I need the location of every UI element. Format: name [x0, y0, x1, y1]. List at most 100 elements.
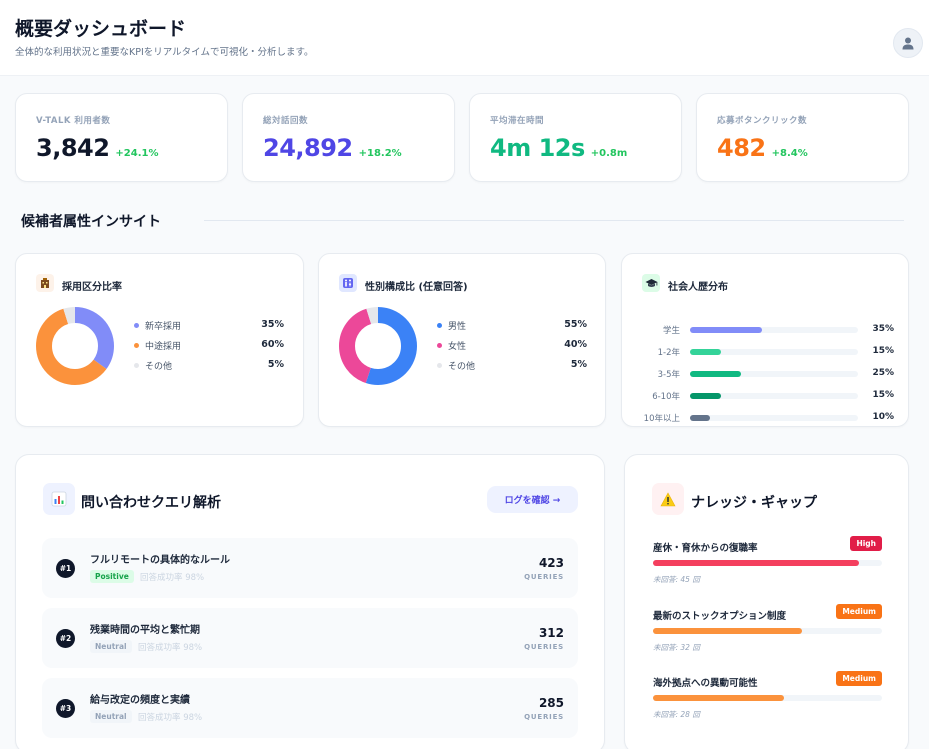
- bar-label: 3-5年: [657, 370, 680, 380]
- bar-value: 10%: [872, 412, 894, 422]
- card-title: 性別構成比 (任意回答): [365, 282, 468, 293]
- success-rate: 回答成功率 98%: [140, 573, 205, 583]
- query-count: 285: [538, 696, 564, 710]
- gap-track: [653, 695, 882, 701]
- hiring-type-card: 採用区分比率 新卒採用 35% 中途採用 60% その他 5%: [15, 253, 304, 427]
- legend-value: 55%: [564, 319, 587, 330]
- query-rank: #3: [56, 699, 75, 718]
- legend-dot: [437, 323, 442, 328]
- gap-title: 産休・育休からの復職率: [653, 543, 758, 554]
- bar-label: 6-10年: [652, 392, 680, 402]
- legend-dot: [437, 363, 442, 368]
- career-bar-6-10-years: 6-10年 15%: [642, 389, 894, 403]
- gap-title: 海外拠点への異動可能性: [653, 678, 758, 689]
- building-icon: [36, 274, 54, 292]
- legend-label: 女性: [448, 342, 467, 352]
- hiring-donut-chart: [36, 307, 114, 385]
- kpi-label: 総対話回数: [263, 116, 309, 126]
- gender-slice-1: [339, 307, 417, 385]
- view-logs-button[interactable]: ログを確認 →: [487, 486, 578, 513]
- page-header: 概要ダッシュボード 全体的な利用状況と重要なKPIをリアルタイムで可視化・分析し…: [0, 0, 929, 76]
- unanswered-count: 未回答: 28 回: [653, 710, 700, 719]
- query-rank: #2: [56, 629, 75, 648]
- success-rate: 回答成功率 98%: [138, 713, 203, 723]
- legend-label: その他: [448, 362, 476, 372]
- bar-track: [690, 415, 858, 421]
- gender-slice-2: [339, 307, 417, 385]
- query-unit: QUERIES: [524, 713, 564, 721]
- gap-fill: [653, 695, 784, 701]
- kpi-card-apply-clicks: 応募ボタンクリック数 482 +8.4%: [696, 93, 909, 182]
- card-title: 社会人歴分布: [668, 282, 728, 293]
- legend-label: その他: [145, 362, 173, 372]
- card-title: ナレッジ・ギャップ: [691, 495, 817, 511]
- user-avatar-button[interactable]: [893, 28, 923, 58]
- unanswered-count: 未回答: 32 回: [653, 643, 700, 652]
- knowledge-gap-item[interactable]: 海外拠点への異動可能性 Medium 未回答: 28 回: [653, 671, 882, 731]
- bar-fill: [690, 327, 762, 333]
- legend-label: 新卒採用: [145, 322, 182, 332]
- warning-icon: [652, 483, 684, 515]
- query-analysis-card: 問い合わせクエリ解析 ログを確認 → #1 フルリモートの具体的なルール Pos…: [15, 454, 605, 749]
- query-item[interactable]: #1 フルリモートの具体的なルール Positive 回答成功率 98% 423…: [42, 538, 578, 598]
- kpi-delta: +18.2%: [358, 148, 402, 159]
- query-title: 残業時間の平均と繁忙期: [90, 625, 200, 636]
- legend-item-other: その他 5%: [437, 359, 587, 373]
- kpi-value: 4m 12s +0.8m: [490, 134, 628, 162]
- kpi-label: 応募ボタンクリック数: [717, 116, 808, 126]
- legend-value: 5%: [267, 359, 284, 370]
- bar-fill: [690, 393, 721, 399]
- knowledge-gap-card: ナレッジ・ギャップ 産休・育休からの復職率 High 未回答: 45 回 最新の…: [624, 454, 909, 749]
- legend-dot: [134, 343, 139, 348]
- hiring-slice-1: [36, 307, 114, 385]
- bar-track: [690, 327, 858, 333]
- bar-label: 1-2年: [657, 348, 680, 358]
- priority-badge: Medium: [836, 671, 882, 686]
- career-bar-10-plus-years: 10年以上 10%: [642, 411, 894, 425]
- kpi-value: 3,842 +24.1%: [36, 134, 159, 162]
- card-title: 採用区分比率: [62, 282, 122, 293]
- kpi-value: 482 +8.4%: [717, 134, 808, 162]
- gender-card: 性別構成比 (任意回答) 男性 55% 女性 40% その他 5%: [318, 253, 606, 427]
- legend-item-new-grad: 新卒採用 35%: [134, 319, 284, 333]
- kpi-card-conversations: 総対話回数 24,892 +18.2%: [242, 93, 455, 182]
- query-count: 423: [538, 556, 564, 570]
- gap-title: 最新のストックオプション制度: [653, 611, 787, 622]
- bar-track: [690, 393, 858, 399]
- gap-fill: [653, 628, 802, 634]
- career-bar-3-5-years: 3-5年 25%: [642, 367, 894, 381]
- restroom-icon: [339, 274, 357, 292]
- bar-value: 35%: [872, 324, 894, 334]
- bar-value: 25%: [872, 368, 894, 378]
- hiring-slice-2: [36, 307, 114, 385]
- career-bar-1-2-years: 1-2年 15%: [642, 345, 894, 359]
- query-rank: #1: [56, 559, 75, 578]
- bar-label: 10年以上: [643, 414, 680, 424]
- kpi-delta: +24.1%: [115, 148, 159, 159]
- kpi-card-users: V-TALK 利用者数 3,842 +24.1%: [15, 93, 228, 182]
- bar-track: [690, 349, 858, 355]
- kpi-delta: +8.4%: [771, 148, 808, 159]
- knowledge-gap-item[interactable]: 最新のストックオプション制度 Medium 未回答: 32 回: [653, 604, 882, 664]
- legend-dot: [134, 323, 139, 328]
- card-title: 問い合わせクエリ解析: [81, 495, 221, 511]
- query-title: フルリモートの具体的なルール: [90, 555, 230, 566]
- kpi-delta: +0.8m: [590, 148, 628, 159]
- query-item[interactable]: #3 給与改定の頻度と実績 Neutral 回答成功率 98% 285 QUER…: [42, 678, 578, 738]
- bar-label: 学生: [662, 326, 680, 336]
- legend-value: 40%: [564, 339, 587, 350]
- kpi-card-dwell-time: 平均滞在時間 4m 12s +0.8m: [469, 93, 682, 182]
- gender-donut-chart: [339, 307, 417, 385]
- query-item[interactable]: #2 残業時間の平均と繁忙期 Neutral 回答成功率 98% 312 QUE…: [42, 608, 578, 668]
- section-title: 候補者属性インサイト: [21, 214, 161, 230]
- section-divider: [204, 220, 904, 221]
- priority-badge: Medium: [836, 604, 882, 619]
- career-card: 社会人歴分布 学生 35% 1-2年 15% 3-5年 25% 6-10年 15…: [621, 253, 909, 427]
- gap-track: [653, 628, 882, 634]
- bar-fill: [690, 349, 721, 355]
- unanswered-count: 未回答: 45 回: [653, 575, 700, 584]
- bar-fill: [690, 371, 742, 377]
- knowledge-gap-item[interactable]: 産休・育休からの復職率 High 未回答: 45 回: [653, 536, 882, 596]
- user-icon: [902, 37, 914, 50]
- kpi-label: V-TALK 利用者数: [36, 116, 111, 126]
